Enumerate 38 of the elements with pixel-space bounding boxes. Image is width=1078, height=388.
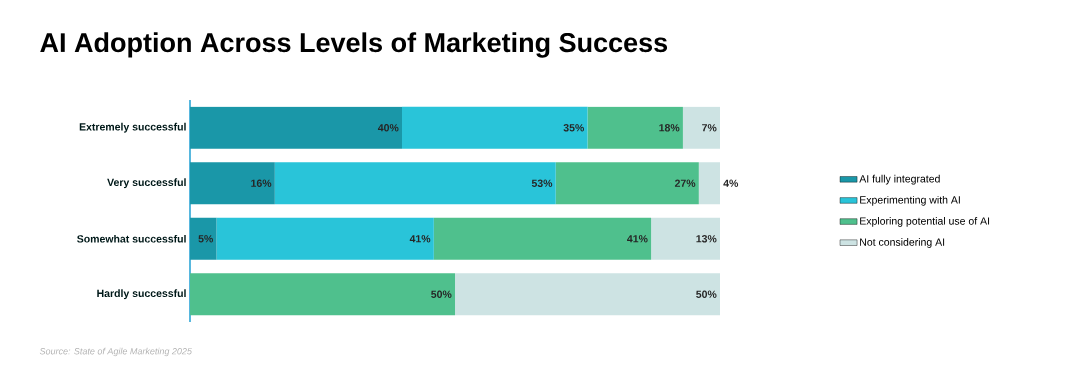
data-label: 41% — [409, 235, 431, 243]
bar — [698, 162, 721, 205]
source-note: Source: State of Agile Marketing 2025 — [39, 347, 192, 357]
data-label: 53% — [531, 179, 553, 187]
data-label: 50% — [431, 290, 452, 298]
y-tick-label: Very successful — [107, 178, 186, 189]
data-label: 41% — [627, 235, 648, 243]
data-label: 4% — [723, 179, 739, 187]
bar — [455, 273, 721, 316]
bar — [190, 273, 456, 316]
bar — [274, 162, 556, 205]
data-label: 5% — [198, 235, 214, 243]
data-label: 18% — [659, 124, 680, 132]
bar — [402, 106, 588, 149]
data-label: 7% — [702, 124, 717, 132]
data-label: 50% — [696, 290, 717, 298]
data-label: 40% — [377, 124, 399, 132]
legend-label: Exploring potential use of AI — [860, 217, 990, 227]
legend-label: AI fully integrated — [859, 174, 940, 185]
y-tick-label: Extremely successful — [79, 122, 186, 133]
data-label: 16% — [251, 179, 272, 187]
bar — [190, 217, 217, 260]
bar — [190, 106, 402, 149]
bar — [651, 217, 721, 260]
chart-title: AI Adoption Across Levels of Marketing Success — [40, 32, 668, 58]
bar — [433, 217, 652, 260]
bar — [682, 106, 721, 149]
legend-label: Experimenting with AI — [860, 195, 960, 206]
bar — [216, 217, 434, 260]
y-tick-label: Somewhat successful — [77, 234, 186, 243]
data-label: 13% — [696, 235, 717, 243]
legend-label: Not considering AI — [860, 238, 945, 248]
bar — [555, 162, 699, 205]
data-label: 35% — [563, 124, 585, 132]
bar — [587, 106, 683, 149]
data-label: 27% — [674, 179, 696, 187]
bar — [190, 162, 275, 205]
y-tick-label: Hardly successful — [97, 289, 186, 300]
